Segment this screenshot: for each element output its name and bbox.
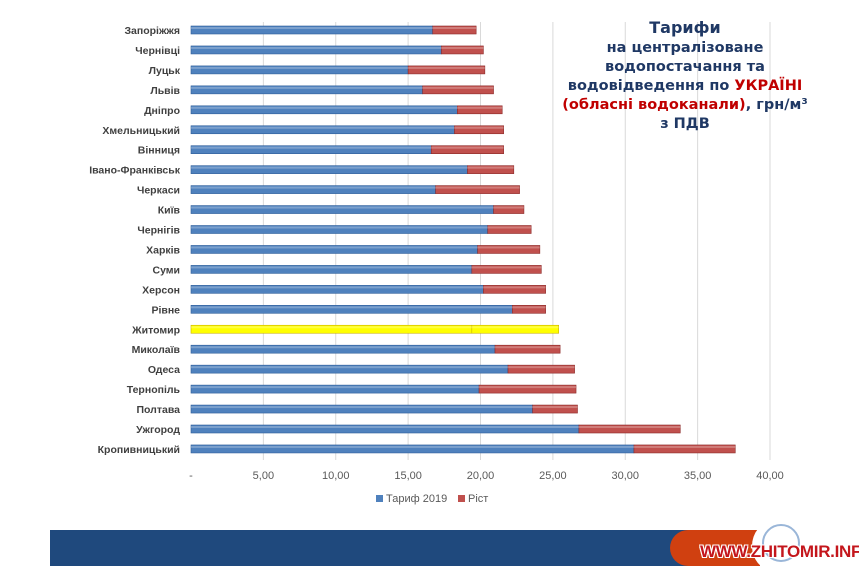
x-tick-label: - <box>189 470 193 482</box>
footer-band <box>50 530 690 566</box>
bar-highlight <box>191 426 681 428</box>
category-label: Хмельницький <box>102 125 180 137</box>
bar-highlight <box>191 266 542 269</box>
bar-highlight <box>191 286 546 289</box>
legend-label: Ріст <box>468 493 488 505</box>
title-line: , грн/м³ <box>745 97 808 113</box>
bar-growth <box>407 65 486 75</box>
category-label: Миколаїв <box>132 344 181 356</box>
bar-growth <box>471 324 559 334</box>
x-tick-label: 40,00 <box>756 470 784 482</box>
category-label: Київ <box>158 205 181 217</box>
category-label: Житомир <box>131 324 180 336</box>
bar-growth <box>477 245 541 254</box>
bar-highlight <box>191 166 514 169</box>
bar-highlight <box>191 106 503 109</box>
bar-highlight <box>191 66 485 69</box>
bar-growth <box>507 364 575 374</box>
category-label: Рівне <box>151 304 180 316</box>
bar-highlight <box>191 226 532 229</box>
bar-growth <box>512 304 546 314</box>
bar-growth <box>633 444 736 454</box>
category-label: Харків <box>146 244 180 256</box>
bar-growth <box>494 344 561 354</box>
bar-growth <box>435 185 520 194</box>
watermark: WWW.ZHITOMIR.INFO <box>700 542 859 561</box>
bar-growth <box>467 165 515 174</box>
title-line: водопостачання та <box>605 59 765 75</box>
bar-highlight <box>191 366 575 369</box>
bar-highlight <box>191 27 477 29</box>
title-highlight: УКРАЇНІ <box>734 78 803 94</box>
bar-growth <box>430 145 504 154</box>
category-label: Тернопіль <box>127 384 181 396</box>
x-tick-label: 10,00 <box>322 470 350 482</box>
bar-growth <box>487 225 532 234</box>
legend-swatch <box>458 495 465 502</box>
title-line: на централізоване <box>606 40 764 56</box>
bar-growth <box>493 205 525 214</box>
category-label: Луцьк <box>149 65 181 77</box>
bar-highlight <box>191 445 736 448</box>
bar-highlight <box>191 126 504 129</box>
title-line: водовідведення по <box>567 78 735 94</box>
category-label: Чернівці <box>135 45 180 57</box>
bar-growth <box>422 85 494 95</box>
x-tick-label: 35,00 <box>684 470 712 482</box>
category-label: Вінниця <box>138 145 180 157</box>
chart-title: Тарифи на централізоване водопостачання … <box>560 18 810 134</box>
bar-growth <box>454 125 504 135</box>
x-tick-label: 5,00 <box>253 470 274 482</box>
x-tick-label: 30,00 <box>611 470 639 482</box>
legend-swatch <box>376 495 383 502</box>
category-label: Херсон <box>142 284 180 296</box>
x-tick-label: 20,00 <box>467 470 495 482</box>
bar-highlight <box>191 86 494 89</box>
x-tick-label: 25,00 <box>539 470 567 482</box>
bar-growth <box>457 105 503 115</box>
category-label: Одеса <box>148 364 180 376</box>
logo-icon <box>762 524 800 562</box>
category-label: Черкаси <box>137 185 180 197</box>
bar-highlight <box>191 406 578 409</box>
category-label: Кропивницький <box>98 444 180 456</box>
bar-growth <box>578 424 681 434</box>
bar-highlight <box>191 206 524 209</box>
legend-label: Тариф 2019 <box>386 493 447 505</box>
category-label: Львів <box>150 85 180 97</box>
category-label: Ужгород <box>136 424 180 436</box>
title-line: з ПДВ <box>660 116 710 132</box>
x-tick-label: 15,00 <box>394 470 422 482</box>
bar-highlight <box>191 146 504 149</box>
bar-growth <box>441 45 484 55</box>
category-label: Чернігів <box>137 225 180 237</box>
bar-highlight <box>191 306 546 309</box>
bar-highlight <box>191 46 484 49</box>
category-label: Запоріжжя <box>124 25 180 37</box>
bar-highlight <box>191 246 540 249</box>
title-line: Тарифи <box>649 18 721 37</box>
bar-growth <box>532 404 578 414</box>
category-label: Дніпро <box>144 105 180 117</box>
footer-swoosh <box>670 530 760 566</box>
bar-growth <box>432 25 477 35</box>
category-label: Полтава <box>136 404 180 416</box>
bar-growth <box>471 265 542 274</box>
bar-highlight <box>191 386 577 389</box>
bar-highlight <box>191 186 520 189</box>
bar-highlight <box>191 326 559 329</box>
bar-growth <box>478 384 577 394</box>
category-label: Суми <box>152 264 180 276</box>
category-label: Івано-Франківськ <box>89 165 181 177</box>
title-highlight: (обласні водоканали) <box>562 97 746 113</box>
bar-highlight <box>191 346 561 349</box>
bar-growth <box>483 285 546 294</box>
